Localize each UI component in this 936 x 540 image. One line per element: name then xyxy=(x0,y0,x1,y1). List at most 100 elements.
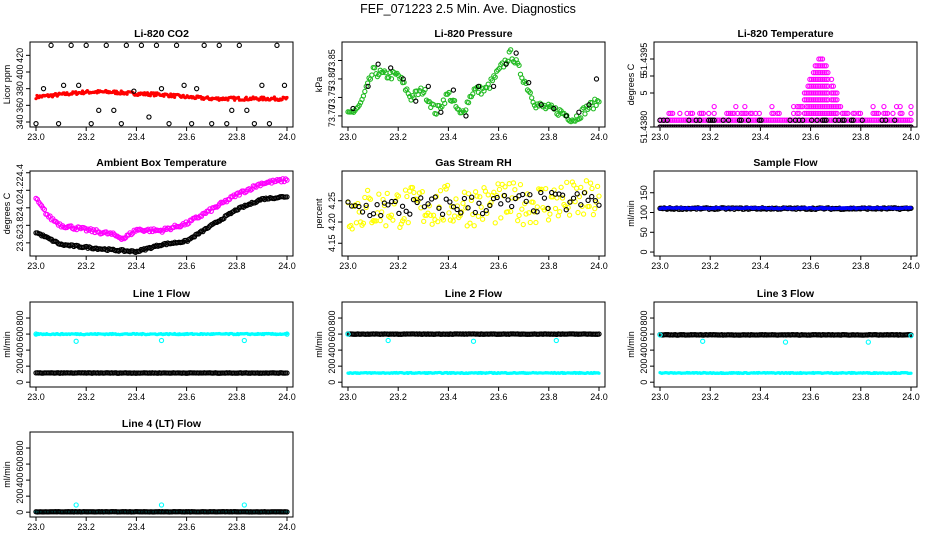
data-point xyxy=(397,76,403,82)
data-point xyxy=(834,90,840,96)
data-point xyxy=(796,103,802,110)
data-point xyxy=(825,103,831,110)
data-point xyxy=(872,110,878,117)
y-axis-label: ml/min xyxy=(626,331,636,358)
chart-rh: Gas Stream RH 23.0 23.2 23.4 23.6 23.8 24.0 4.1… xyxy=(314,157,608,271)
data-point xyxy=(450,218,456,224)
data-point xyxy=(816,124,822,127)
data-point xyxy=(745,124,752,127)
data-point xyxy=(769,124,775,127)
data-point xyxy=(693,117,699,123)
data-point xyxy=(819,124,826,127)
data-point xyxy=(593,102,599,109)
data-point xyxy=(857,117,864,123)
data-point xyxy=(451,213,458,219)
data-point xyxy=(774,110,781,117)
data-point xyxy=(596,193,602,199)
data-point xyxy=(852,110,858,117)
data-point xyxy=(410,197,417,203)
data-point xyxy=(879,117,885,123)
data-point xyxy=(216,42,222,48)
data-point xyxy=(715,117,721,123)
data-point xyxy=(365,83,371,89)
data-point xyxy=(353,220,360,226)
data-point xyxy=(533,219,539,226)
y-tick-label: 73.70 xyxy=(327,105,337,128)
data-point xyxy=(814,110,820,117)
data-point xyxy=(805,124,811,127)
data-point xyxy=(810,83,817,89)
series-avg xyxy=(33,193,290,256)
data-point xyxy=(818,90,824,96)
data-point xyxy=(578,115,584,121)
data-point xyxy=(908,117,914,123)
data-point xyxy=(348,203,355,209)
data-point xyxy=(906,117,912,123)
data-point xyxy=(558,184,564,190)
data-point xyxy=(118,121,124,127)
x-tick-label: 23.0 xyxy=(339,261,357,271)
data-point xyxy=(461,189,468,195)
data-point xyxy=(756,124,762,127)
y-tick-label: 0 xyxy=(15,510,25,515)
data-point xyxy=(530,199,536,205)
data-point xyxy=(388,212,395,218)
data-point xyxy=(749,117,755,123)
data-point xyxy=(711,124,717,127)
data-point xyxy=(729,124,735,127)
data-point xyxy=(596,202,602,208)
data-point xyxy=(527,219,533,226)
data-point xyxy=(55,121,62,127)
data-point xyxy=(888,117,894,123)
data-point xyxy=(224,121,230,127)
data-point xyxy=(284,370,290,376)
data-point xyxy=(684,117,690,123)
data-point xyxy=(809,83,815,89)
data-point xyxy=(805,110,811,117)
data-point xyxy=(360,220,367,226)
data-point xyxy=(201,42,207,48)
data-point xyxy=(386,74,392,81)
x-tick-label: 23.2 xyxy=(77,392,95,402)
data-point xyxy=(819,103,826,110)
x-tick-label: 23.8 xyxy=(228,522,246,532)
data-point xyxy=(823,103,829,110)
data-point xyxy=(832,103,838,110)
chart-l4: Line 4 (LT) Flow 23.0 23.2 23.4 23.6 23.8 24.0… xyxy=(2,418,296,532)
data-point xyxy=(855,110,862,117)
data-point xyxy=(794,103,800,110)
data-point xyxy=(421,218,427,224)
data-point xyxy=(563,207,569,213)
data-point xyxy=(868,117,874,123)
data-point xyxy=(566,212,573,218)
data-point xyxy=(809,90,815,96)
data-point xyxy=(886,117,892,123)
data-point xyxy=(729,117,735,123)
data-point xyxy=(495,181,501,187)
data-point xyxy=(432,194,438,200)
data-point xyxy=(753,110,759,117)
data-point xyxy=(854,117,860,123)
data-point xyxy=(762,117,768,123)
data-point xyxy=(557,208,563,215)
y-tick-label: 24.4 xyxy=(15,164,25,182)
data-point xyxy=(496,186,503,193)
y-tick-label: 340 xyxy=(15,114,25,129)
data-point xyxy=(807,76,813,83)
data-point xyxy=(803,90,809,96)
data-point xyxy=(814,90,820,96)
data-point xyxy=(734,124,741,127)
x-tick-label: 23.0 xyxy=(27,522,45,532)
data-point xyxy=(244,107,250,113)
data-point xyxy=(801,124,808,127)
data-point xyxy=(374,202,380,208)
data-point xyxy=(360,93,367,99)
y-tick-label: 200 xyxy=(639,359,649,374)
data-point xyxy=(597,371,601,375)
data-point xyxy=(814,83,820,89)
data-point xyxy=(660,124,667,127)
data-point xyxy=(356,209,362,215)
data-point xyxy=(890,110,896,117)
plot-points xyxy=(657,56,914,127)
data-point xyxy=(865,117,871,123)
